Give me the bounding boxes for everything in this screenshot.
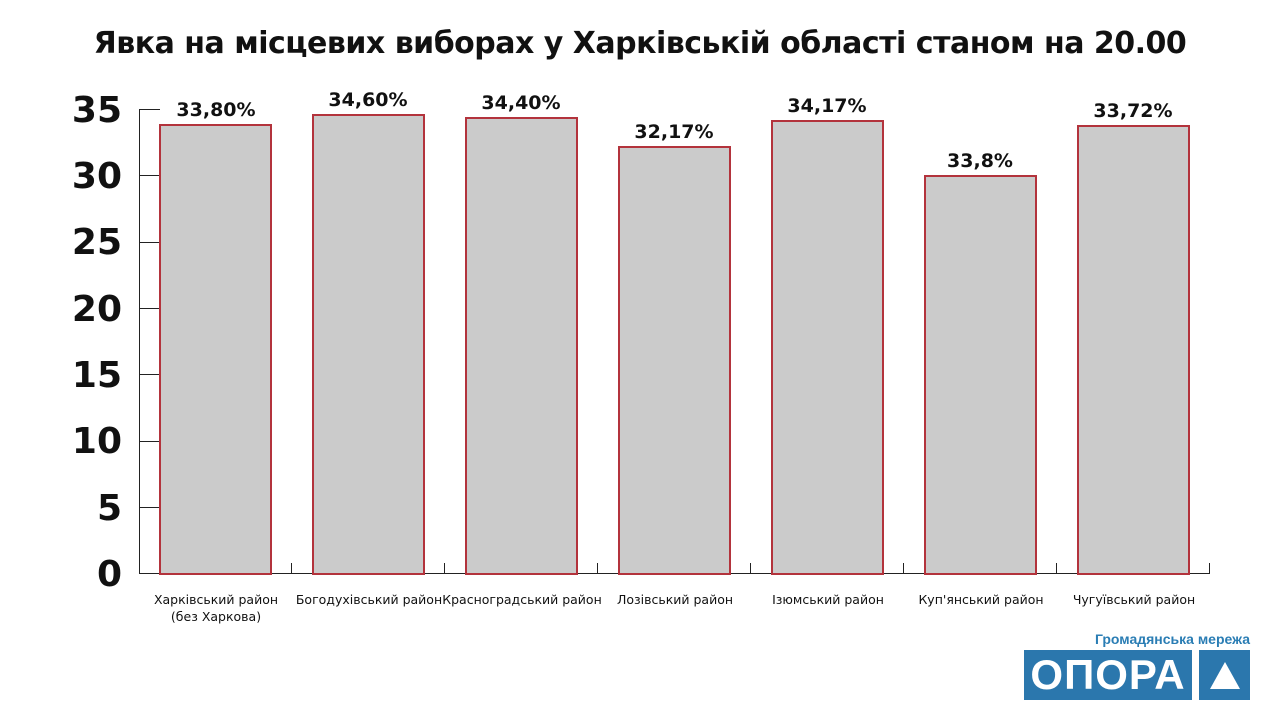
category-label: Харківський район (без Харкова) — [136, 591, 296, 625]
category-label: Красноградський район — [442, 592, 602, 607]
category-label: Ізюмський район — [772, 592, 884, 607]
bar-iziumskyi — [771, 120, 884, 575]
category-label: Богодухівський район — [295, 592, 443, 607]
opora-logo: Громадянська мережа ОПОРА — [1024, 631, 1250, 700]
bar-value-label: 34,17% — [787, 95, 867, 117]
bar-value-label: 33,8% — [947, 150, 1013, 172]
category-label-line2: (без Харкова) — [170, 609, 262, 624]
bar-value-label: 33,80% — [176, 99, 256, 121]
bar-bohodukhivskyi — [312, 114, 425, 575]
bar-krasnohradskyi — [465, 117, 578, 575]
bar-lozivskyi — [618, 146, 731, 575]
bar-value-label: 34,60% — [328, 89, 408, 111]
x-tick — [597, 563, 598, 573]
y-label-20: 20 — [71, 289, 122, 330]
x-tick — [750, 563, 751, 573]
bar-value-label: 34,40% — [481, 92, 561, 114]
category-label: Лозівський район — [616, 592, 734, 607]
bar-chuhuivskyi — [1077, 125, 1190, 575]
y-tick-15 — [139, 374, 160, 375]
category-label: Чугуївський район — [1072, 592, 1196, 607]
triangle-icon — [1210, 662, 1240, 689]
logo-name: ОПОРА — [1024, 650, 1192, 700]
y-label-0: 0 — [96, 554, 122, 595]
logo-triangle-box — [1199, 650, 1250, 700]
bar-value-label: 33,72% — [1093, 100, 1173, 122]
y-tick-30 — [139, 175, 160, 176]
bar-kupianskyi — [924, 175, 1037, 575]
bar-value-label: 32,17% — [634, 121, 714, 143]
bar-kharkivskyi — [159, 124, 272, 575]
y-label-25: 25 — [71, 222, 122, 263]
y-label-15: 15 — [71, 355, 122, 396]
y-tick-5 — [139, 507, 160, 508]
x-tick — [444, 563, 445, 573]
category-label: Куп'янський район — [918, 592, 1044, 607]
x-tick — [903, 563, 904, 573]
x-tick — [1056, 563, 1057, 573]
y-label-35: 35 — [71, 90, 122, 131]
logo-subtitle: Громадянська мережа — [1094, 631, 1250, 647]
category-label-line1: Харківський район — [153, 592, 279, 607]
y-label-30: 30 — [71, 156, 122, 197]
y-axis-line — [139, 109, 140, 574]
y-tick-20 — [139, 308, 160, 309]
y-label-5: 5 — [96, 488, 122, 529]
y-tick-10 — [139, 441, 160, 442]
y-tick-35 — [139, 109, 160, 110]
x-tick — [1209, 563, 1210, 573]
chart-title: Явка на місцевих виборах у Харківській о… — [93, 26, 1187, 61]
y-label-10: 10 — [71, 421, 122, 462]
y-tick-25 — [139, 242, 160, 243]
x-tick — [291, 563, 292, 573]
